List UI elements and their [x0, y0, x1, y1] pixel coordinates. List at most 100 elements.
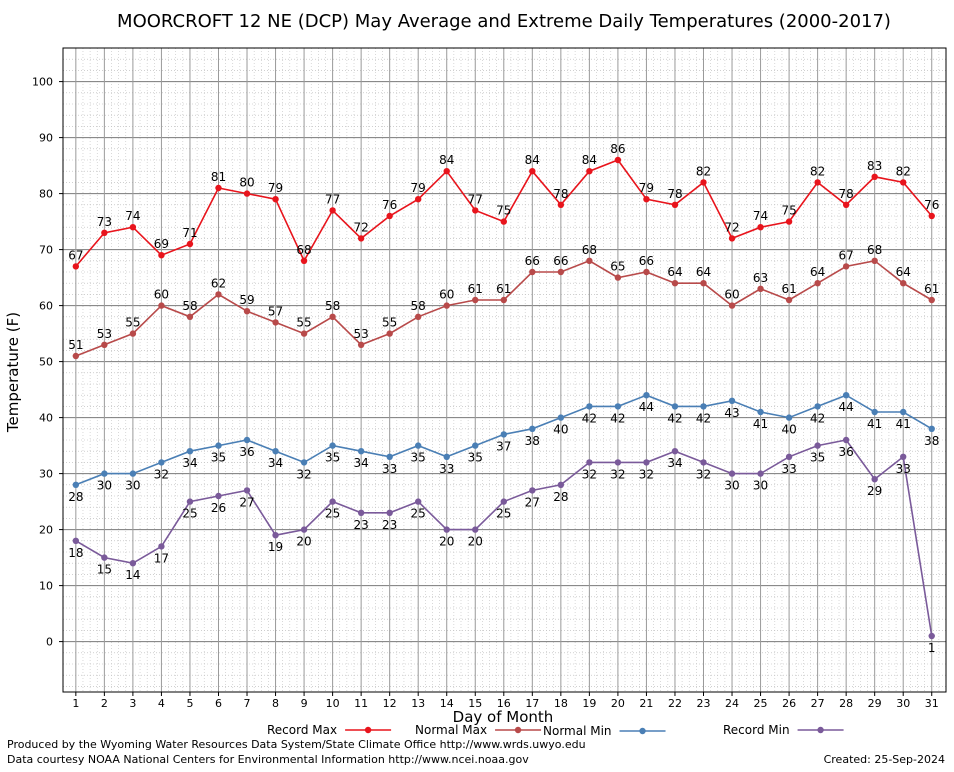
- data-label: 25: [496, 507, 511, 521]
- legend-swatch-marker: [364, 726, 372, 734]
- data-point: [272, 196, 279, 203]
- data-label: 1: [928, 641, 936, 655]
- data-point: [243, 436, 251, 444]
- data-point: [842, 263, 850, 270]
- data-label: 18: [68, 546, 83, 560]
- data-label: 35: [468, 451, 483, 465]
- data-point: [386, 212, 393, 220]
- x-tick-label: 18: [554, 697, 568, 710]
- data-labels: 67 73 74 69 71 81 80 79 68 77 72 76 79 84 77 75 84 78 84 86…: [68, 142, 939, 655]
- data-label: 27: [239, 495, 254, 509]
- data-label: 78: [839, 187, 854, 201]
- data-label: 28: [68, 490, 83, 504]
- data-label: 79: [411, 181, 426, 195]
- data-label: 42: [667, 411, 682, 425]
- x-tick-label: 24: [725, 697, 739, 710]
- data-label: 36: [839, 445, 854, 459]
- data-label: 36: [239, 445, 254, 459]
- legend-label: Record Max: [267, 723, 337, 737]
- data-point: [785, 453, 793, 460]
- data-point: [101, 341, 108, 348]
- y-tick-label: 10: [39, 580, 53, 593]
- data-point: [129, 330, 137, 337]
- data-point: [129, 224, 137, 231]
- footer-created-date: Created: 25-Sep-2024: [823, 753, 945, 766]
- data-label: 68: [296, 243, 311, 257]
- data-label: 20: [296, 535, 311, 549]
- data-label: 23: [382, 518, 397, 532]
- data-point: [443, 526, 450, 533]
- data-point: [757, 408, 764, 416]
- data-label: 38: [924, 434, 939, 448]
- data-point: [129, 560, 137, 567]
- data-point: [529, 168, 536, 175]
- data-point: [72, 263, 80, 270]
- data-point: [728, 470, 736, 477]
- data-label: 35: [810, 451, 825, 465]
- data-label: 61: [924, 282, 939, 296]
- data-point: [215, 291, 222, 298]
- data-label: 35: [325, 451, 340, 465]
- data-label: 72: [353, 220, 368, 234]
- data-point: [529, 425, 536, 432]
- x-tick-label: 23: [696, 697, 710, 710]
- legend-swatch-marker: [514, 726, 522, 734]
- data-label: 33: [382, 462, 397, 476]
- x-tick-label: 17: [525, 697, 539, 710]
- data-label: 32: [154, 467, 169, 481]
- data-point: [671, 280, 679, 287]
- data-point: [871, 257, 878, 264]
- data-label: 60: [154, 288, 169, 302]
- data-point: [871, 173, 878, 180]
- data-label: 14: [125, 568, 140, 582]
- data-point: [557, 201, 565, 208]
- x-tick-label: 30: [896, 697, 910, 710]
- data-point: [614, 403, 622, 410]
- data-label: 78: [667, 187, 682, 201]
- data-point: [300, 459, 308, 466]
- data-point: [586, 403, 593, 410]
- data-label: 33: [439, 462, 454, 476]
- data-point: [700, 179, 707, 186]
- data-label: 68: [582, 243, 597, 257]
- data-label: 25: [411, 507, 426, 521]
- data-point: [272, 319, 279, 326]
- data-point: [814, 442, 821, 449]
- data-point: [500, 296, 507, 304]
- data-point: [272, 532, 279, 539]
- data-label: 42: [696, 411, 711, 425]
- x-tick-label: 6: [215, 697, 222, 710]
- data-point: [300, 526, 308, 533]
- data-label: 75: [496, 204, 511, 218]
- x-tick-label: 29: [868, 697, 882, 710]
- data-point: [728, 397, 736, 404]
- data-label: 74: [125, 209, 140, 223]
- y-tick-label: 90: [39, 132, 53, 145]
- data-point: [101, 229, 108, 236]
- data-point: [158, 459, 165, 466]
- plot-area: [63, 48, 946, 692]
- x-tick-label: 31: [925, 697, 939, 710]
- data-label: 27: [525, 495, 540, 509]
- data-label: 34: [268, 456, 283, 470]
- grid: [63, 47, 947, 692]
- data-point: [300, 330, 308, 337]
- data-point: [700, 403, 707, 410]
- data-label: 76: [382, 198, 397, 212]
- data-label: 19: [268, 540, 283, 554]
- y-tick-label: 80: [39, 188, 53, 201]
- data-label: 26: [211, 501, 226, 515]
- data-point: [586, 459, 593, 466]
- legend-label: Normal Min: [543, 724, 612, 738]
- data-point: [643, 196, 650, 203]
- data-label: 33: [896, 462, 911, 476]
- data-point: [329, 442, 336, 449]
- data-point: [671, 403, 679, 410]
- y-axis-label: Temperature (F): [4, 312, 22, 433]
- data-point: [215, 492, 222, 500]
- x-tick-label: 14: [440, 697, 454, 710]
- data-point: [700, 280, 707, 287]
- data-point: [557, 481, 565, 488]
- data-point: [757, 224, 764, 231]
